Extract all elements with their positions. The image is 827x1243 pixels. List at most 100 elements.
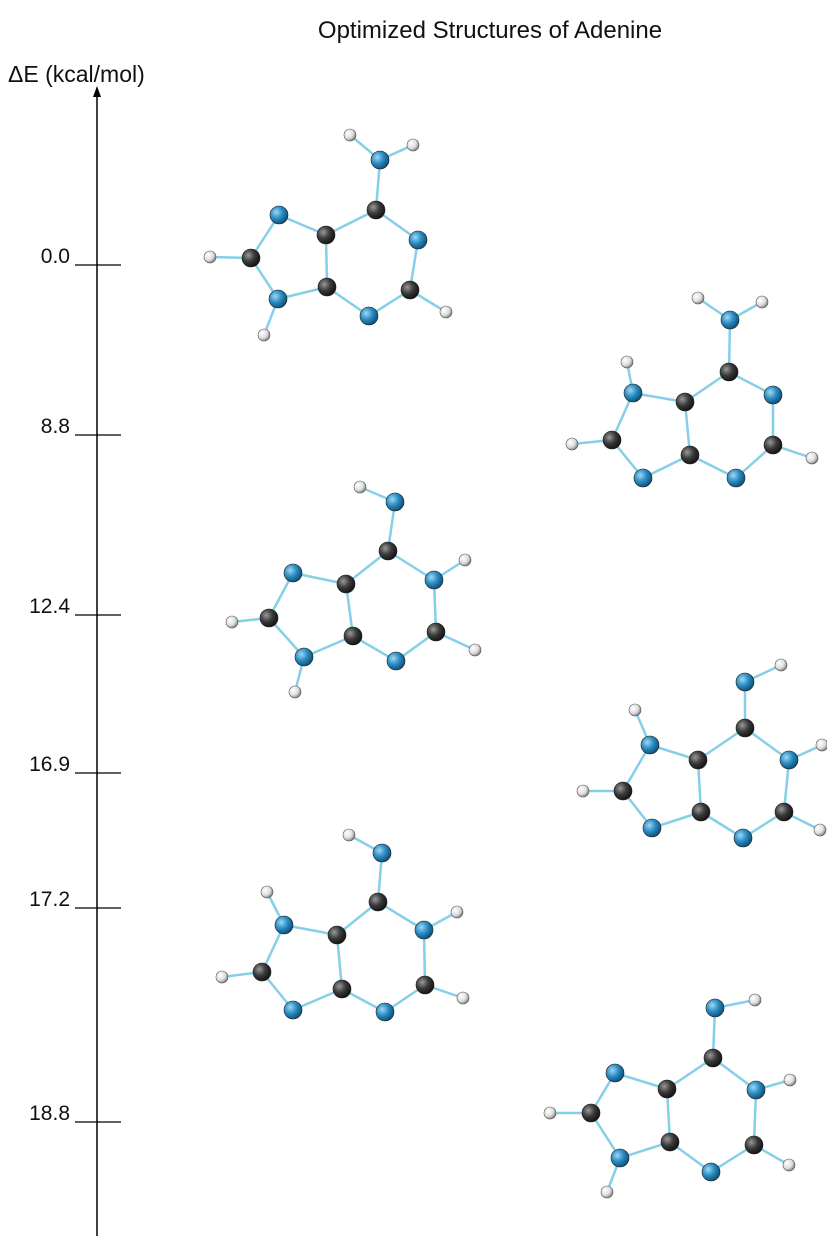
hydrogen-atom	[344, 129, 356, 141]
carbon-atom	[333, 980, 351, 998]
hydrogen-atom	[261, 886, 273, 898]
hydrogen-atom	[258, 329, 270, 341]
nitrogen-atom	[284, 564, 302, 582]
nitrogen-atom	[624, 384, 642, 402]
molecule	[577, 659, 827, 847]
molecule	[544, 994, 796, 1198]
hydrogen-atom	[692, 292, 704, 304]
nitrogen-atom	[606, 1064, 624, 1082]
hydrogen-atom	[814, 824, 826, 836]
level-label: 8.8	[41, 415, 70, 438]
carbon-atom	[379, 542, 397, 560]
diagram: Optimized Structures of Adenine ΔE (kcal…	[0, 0, 827, 1243]
nitrogen-atom	[376, 1003, 394, 1021]
nitrogen-atom	[295, 648, 313, 666]
molecule	[204, 129, 452, 341]
nitrogen-atom	[275, 916, 293, 934]
hydrogen-atom	[204, 251, 216, 263]
nitrogen-atom	[643, 819, 661, 837]
carbon-atom	[704, 1049, 722, 1067]
carbon-atom	[242, 249, 260, 267]
hydrogen-atom	[226, 616, 238, 628]
molecule	[226, 481, 481, 698]
hydrogen-atom	[343, 829, 355, 841]
carbon-atom	[337, 575, 355, 593]
carbon-atom	[427, 623, 445, 641]
axis-arrow	[93, 86, 101, 97]
hydrogen-atom	[440, 306, 452, 318]
nitrogen-atom	[734, 829, 752, 847]
hydrogen-atom	[783, 1159, 795, 1171]
hydrogen-atom	[459, 554, 471, 566]
level-label: 16.9	[29, 753, 70, 776]
nitrogen-atom	[387, 652, 405, 670]
nitrogen-atom	[706, 999, 724, 1017]
hydrogen-atom	[577, 785, 589, 797]
nitrogen-atom	[373, 844, 391, 862]
hydrogen-atom	[216, 971, 228, 983]
nitrogen-atom	[634, 469, 652, 487]
carbon-atom	[661, 1133, 679, 1151]
level-label: 17.2	[29, 888, 70, 911]
molecule	[566, 292, 818, 487]
axis-label: ΔE (kcal/mol)	[8, 61, 145, 87]
carbon-atom	[582, 1104, 600, 1122]
hydrogen-atom	[354, 481, 366, 493]
carbon-atom	[614, 782, 632, 800]
hydrogen-atom	[775, 659, 787, 671]
nitrogen-atom	[764, 386, 782, 404]
carbon-atom	[344, 627, 362, 645]
hydrogen-atom	[601, 1186, 613, 1198]
nitrogen-atom	[736, 673, 754, 691]
nitrogen-atom	[415, 921, 433, 939]
nitrogen-atom	[747, 1081, 765, 1099]
carbon-atom	[603, 431, 621, 449]
carbon-atom	[318, 278, 336, 296]
carbon-atom	[676, 393, 694, 411]
nitrogen-atom	[371, 151, 389, 169]
hydrogen-atom	[806, 452, 818, 464]
carbon-atom	[681, 446, 699, 464]
carbon-atom	[689, 751, 707, 769]
hydrogen-atom	[544, 1107, 556, 1119]
hydrogen-atom	[816, 739, 827, 751]
level-label: 0.0	[41, 245, 70, 268]
nitrogen-atom	[386, 493, 404, 511]
nitrogen-atom	[360, 307, 378, 325]
hydrogen-atom	[629, 704, 641, 716]
carbon-atom	[253, 963, 271, 981]
nitrogen-atom	[641, 736, 659, 754]
molecule	[216, 829, 469, 1021]
carbon-atom	[745, 1136, 763, 1154]
hydrogen-atom	[784, 1074, 796, 1086]
nitrogen-atom	[270, 206, 288, 224]
carbon-atom	[401, 281, 419, 299]
title: Optimized Structures of Adenine	[318, 17, 662, 44]
hydrogen-atom	[289, 686, 301, 698]
hydrogen-atom	[469, 644, 481, 656]
nitrogen-atom	[721, 311, 739, 329]
nitrogen-atom	[284, 1001, 302, 1019]
levels: 0.08.812.416.917.218.8	[29, 245, 121, 1125]
carbon-atom	[736, 719, 754, 737]
nitrogen-atom	[409, 231, 427, 249]
nitrogen-atom	[611, 1149, 629, 1167]
hydrogen-atom	[457, 992, 469, 1004]
hydrogen-atom	[749, 994, 761, 1006]
carbon-atom	[367, 201, 385, 219]
carbon-atom	[720, 363, 738, 381]
hydrogen-atom	[407, 139, 419, 151]
carbon-atom	[658, 1080, 676, 1098]
nitrogen-atom	[425, 571, 443, 589]
carbon-atom	[328, 926, 346, 944]
hydrogen-atom	[621, 356, 633, 368]
nitrogen-atom	[702, 1163, 720, 1181]
molecules	[204, 129, 827, 1198]
nitrogen-atom	[269, 290, 287, 308]
nitrogen-atom	[780, 751, 798, 769]
carbon-atom	[416, 976, 434, 994]
hydrogen-atom	[756, 296, 768, 308]
nitrogen-atom	[727, 469, 745, 487]
carbon-atom	[775, 803, 793, 821]
carbon-atom	[317, 226, 335, 244]
